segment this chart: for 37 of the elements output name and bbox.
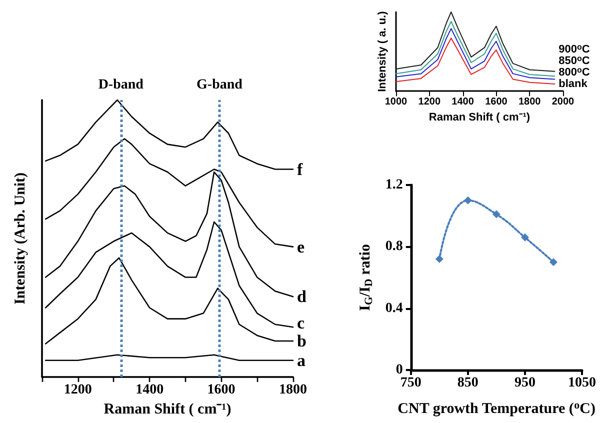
point bbox=[520, 233, 529, 242]
y-tick-label: 0 bbox=[396, 362, 403, 378]
x-tick-label: 1200 bbox=[418, 96, 441, 108]
x-tick-label: 1000 bbox=[384, 96, 408, 108]
ref-line-label: D-band bbox=[98, 78, 144, 92]
point bbox=[549, 258, 558, 266]
x-tick-label: 850 bbox=[457, 376, 478, 390]
x-tick-label: 2000 bbox=[552, 96, 575, 108]
x-tick-label: 750 bbox=[400, 376, 422, 390]
series-label: b bbox=[297, 331, 306, 350]
point bbox=[492, 210, 500, 218]
x-tick-label: 1800 bbox=[279, 382, 307, 398]
y-axis-title: IG/ID ratio bbox=[358, 244, 375, 311]
ref-line-label: G-band bbox=[196, 78, 243, 92]
x-tick-label: 1800 bbox=[518, 96, 542, 108]
x-tick-label: 1600 bbox=[485, 96, 508, 108]
x-tick-label: 1400 bbox=[452, 96, 474, 108]
series-label: c bbox=[297, 314, 305, 333]
y-axis-title: Intensity (Arb. Unit) bbox=[12, 172, 28, 305]
x-tick-label: 1200 bbox=[64, 382, 92, 398]
x-tick-label: 1600 bbox=[207, 382, 236, 398]
series-label: f bbox=[297, 160, 303, 179]
series-label: e bbox=[297, 237, 305, 256]
series-label: blank bbox=[558, 78, 588, 90]
x-tick-label: 1050 bbox=[568, 376, 596, 390]
series-label: d bbox=[297, 287, 307, 306]
x-axis-title: Raman Shift ( cm⁻¹) bbox=[104, 401, 232, 418]
x-tick-label: 950 bbox=[514, 376, 536, 390]
x-axis-title: Raman Shift ( cm⁻¹) bbox=[428, 112, 530, 124]
point bbox=[464, 196, 472, 204]
y-tick-label: 0.8 bbox=[385, 239, 403, 254]
y-tick-label: 0.4 bbox=[385, 300, 403, 316]
x-tick-label: 1400 bbox=[136, 382, 164, 398]
y-axis-title: Intensity ( a. u.) bbox=[376, 10, 388, 92]
point bbox=[435, 255, 444, 263]
y-tick-label: 1.2 bbox=[385, 178, 403, 192]
series-label: a bbox=[297, 350, 306, 370]
